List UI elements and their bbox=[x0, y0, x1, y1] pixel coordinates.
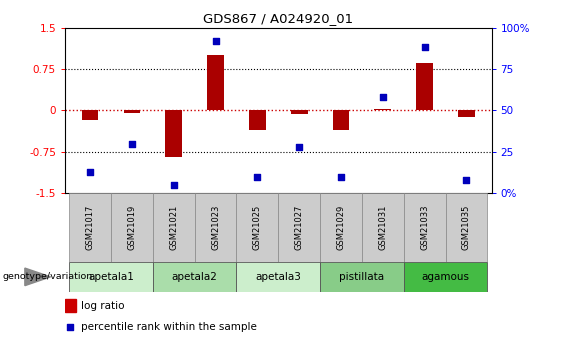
Bar bbox=[375, 109, 391, 110]
Point bbox=[253, 174, 262, 179]
Text: GSM21023: GSM21023 bbox=[211, 205, 220, 250]
Text: GSM21035: GSM21035 bbox=[462, 205, 471, 250]
Bar bbox=[207, 55, 224, 110]
Bar bbox=[446, 193, 488, 262]
Bar bbox=[458, 110, 475, 117]
Bar bbox=[236, 193, 279, 262]
Bar bbox=[153, 262, 236, 292]
Point bbox=[462, 177, 471, 183]
Point bbox=[66, 325, 75, 330]
Bar bbox=[69, 262, 153, 292]
Point bbox=[337, 174, 346, 179]
Text: genotype/variation: genotype/variation bbox=[3, 272, 93, 282]
Bar bbox=[320, 262, 404, 292]
Point bbox=[85, 169, 94, 175]
Text: GSM21033: GSM21033 bbox=[420, 205, 429, 250]
Text: percentile rank within the sample: percentile rank within the sample bbox=[81, 322, 257, 332]
Bar bbox=[124, 110, 140, 112]
Bar bbox=[291, 110, 307, 114]
Polygon shape bbox=[25, 268, 51, 286]
Bar bbox=[236, 262, 320, 292]
Text: agamous: agamous bbox=[421, 272, 470, 282]
Bar bbox=[65, 299, 76, 312]
Bar bbox=[111, 193, 153, 262]
Bar bbox=[416, 63, 433, 110]
Text: GSM21021: GSM21021 bbox=[169, 205, 178, 250]
Bar bbox=[249, 110, 266, 130]
Point bbox=[295, 144, 304, 150]
Text: GSM21019: GSM21019 bbox=[127, 205, 136, 250]
Bar bbox=[69, 193, 111, 262]
Bar bbox=[362, 193, 404, 262]
Bar bbox=[166, 110, 182, 157]
Point bbox=[127, 141, 136, 146]
Bar bbox=[320, 193, 362, 262]
Bar bbox=[404, 193, 446, 262]
Text: GSM21017: GSM21017 bbox=[85, 205, 94, 250]
Text: GSM21027: GSM21027 bbox=[295, 205, 303, 250]
Text: log ratio: log ratio bbox=[81, 301, 125, 311]
Text: GSM21029: GSM21029 bbox=[337, 205, 345, 250]
Title: GDS867 / A024920_01: GDS867 / A024920_01 bbox=[203, 12, 353, 25]
Text: GSM21025: GSM21025 bbox=[253, 205, 262, 250]
Bar bbox=[333, 110, 349, 130]
Text: apetala3: apetala3 bbox=[255, 272, 301, 282]
Point bbox=[420, 45, 429, 50]
Bar bbox=[404, 262, 488, 292]
Bar bbox=[82, 110, 98, 120]
Bar bbox=[153, 193, 194, 262]
Bar bbox=[279, 193, 320, 262]
Text: apetala2: apetala2 bbox=[172, 272, 218, 282]
Text: apetala1: apetala1 bbox=[88, 272, 134, 282]
Text: GSM21031: GSM21031 bbox=[379, 205, 388, 250]
Bar bbox=[194, 193, 236, 262]
Point bbox=[211, 38, 220, 43]
Point bbox=[169, 182, 178, 188]
Point bbox=[379, 95, 388, 100]
Text: pistillata: pistillata bbox=[340, 272, 384, 282]
